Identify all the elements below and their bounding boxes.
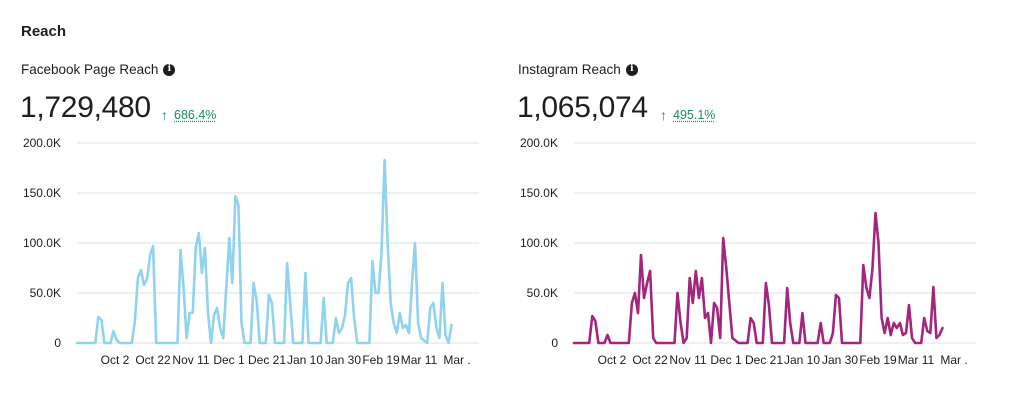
y-tick-label: 50.0K bbox=[527, 286, 558, 300]
x-tick-label: Feb 19 bbox=[859, 353, 897, 367]
arrow-up-icon: ↑ bbox=[660, 107, 667, 123]
x-tick-label: Dec 21 bbox=[248, 353, 286, 367]
x-tick-label: Dec 1 bbox=[710, 353, 742, 367]
instagram-reach-label: Instagram Reach bbox=[518, 62, 621, 77]
y-tick-label: 200.0K bbox=[520, 136, 558, 150]
y-tick-label: 0 bbox=[551, 336, 558, 350]
instagram-reach-change: ↑ 495.1% bbox=[660, 107, 715, 123]
facebook-reach-change: ↑ 686.4% bbox=[161, 107, 216, 123]
y-tick-label: 100.0K bbox=[520, 236, 558, 250]
info-icon[interactable]: i bbox=[163, 63, 176, 76]
x-tick-label: Jan 10 bbox=[784, 353, 820, 367]
y-tick-label: 50.0K bbox=[30, 286, 61, 300]
info-icon[interactable]: i bbox=[625, 63, 638, 76]
x-tick-label: Jan 30 bbox=[325, 353, 361, 367]
facebook-reach-change-percent[interactable]: 686.4% bbox=[174, 108, 217, 122]
x-tick-label: Jan 30 bbox=[822, 353, 858, 367]
x-tick-label: Oct 22 bbox=[135, 353, 171, 367]
x-tick-label: Mar 11 bbox=[898, 353, 935, 367]
x-tick-label: Oct 2 bbox=[101, 353, 130, 367]
facebook-reach-title: Facebook Page Reach i bbox=[21, 62, 176, 77]
y-tick-label: 150.0K bbox=[23, 186, 61, 200]
instagram-reach-title: Instagram Reach i bbox=[518, 62, 638, 77]
x-tick-label: Mar . bbox=[443, 353, 470, 367]
facebook-reach-total: 1,729,480 bbox=[20, 91, 151, 124]
y-tick-label: 100.0K bbox=[23, 236, 61, 250]
y-tick-label: 0 bbox=[54, 336, 61, 350]
instagram-reach-total: 1,065,074 bbox=[517, 91, 648, 124]
instagram-reach-change-percent[interactable]: 495.1% bbox=[673, 108, 716, 122]
x-tick-label: Oct 22 bbox=[632, 353, 668, 367]
section-title: Reach bbox=[21, 23, 67, 40]
x-tick-label: Oct 2 bbox=[598, 353, 627, 367]
series-line[interactable] bbox=[572, 211, 944, 345]
arrow-up-icon: ↑ bbox=[161, 107, 168, 123]
x-tick-label: Dec 21 bbox=[745, 353, 783, 367]
series-line[interactable] bbox=[75, 158, 453, 345]
facebook-reach-label: Facebook Page Reach bbox=[21, 62, 159, 77]
instagram-reach-panel: Instagram Reach i 1,065,074 ↑ 495.1% 0 50… bbox=[517, 58, 988, 398]
x-tick-label: Nov 11 bbox=[172, 353, 209, 367]
x-tick-label: Mar . bbox=[940, 353, 967, 367]
x-tick-label: Jan 10 bbox=[287, 353, 323, 367]
facebook-reach-chart: 0 50.0K 100.0K 150.0K 200.0K Oct 2 Oct 22 Nov 1… bbox=[23, 136, 479, 367]
x-tick-label: Feb 19 bbox=[362, 353, 400, 367]
instagram-reach-chart: 0 50.0K 100.0K 150.0K 200.0K Oct 2 Oct 22 Nov 1… bbox=[520, 136, 976, 367]
x-tick-label: Dec 1 bbox=[213, 353, 245, 367]
y-tick-label: 150.0K bbox=[520, 186, 558, 200]
y-tick-label: 200.0K bbox=[23, 136, 61, 150]
facebook-reach-panel: Facebook Page Reach i 1,729,480 ↑ 686.4%… bbox=[20, 58, 491, 398]
x-tick-label: Mar 11 bbox=[401, 353, 438, 367]
x-tick-label: Nov 11 bbox=[669, 353, 706, 367]
